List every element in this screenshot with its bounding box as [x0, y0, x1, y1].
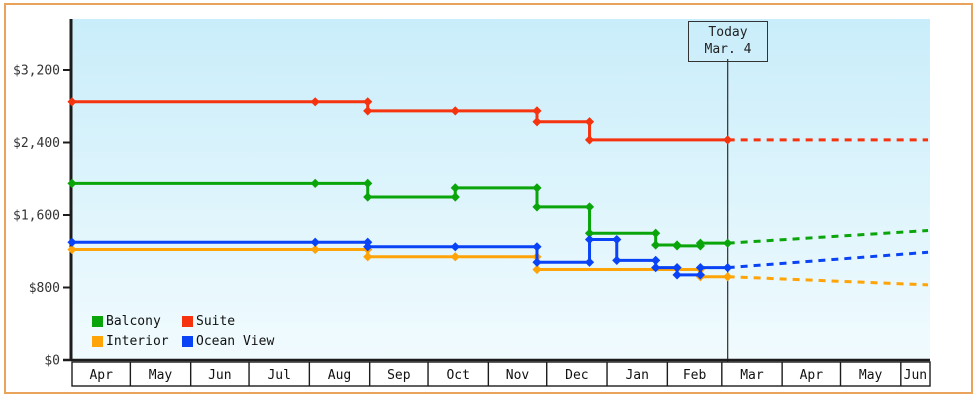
data-point-marker-suite [532, 117, 542, 127]
month-label: Dec [565, 368, 588, 383]
month-label: Sep [387, 368, 411, 383]
data-point-marker-ocean-view [532, 242, 542, 252]
legend-item-suite: Suite [182, 313, 274, 330]
data-point-marker-interior [723, 272, 733, 282]
y-axis-tick-label: $800 [29, 281, 60, 296]
data-point-marker-suite [723, 135, 733, 145]
legend-label-interior: Interior [106, 334, 169, 349]
month-label: Jan [625, 368, 648, 383]
data-point-marker-balcony [584, 202, 595, 212]
legend-item-balcony: Balcony [92, 313, 182, 330]
data-point-marker-ocean-view [584, 257, 595, 267]
data-point-marker-balcony [363, 192, 373, 202]
month-label: Feb [683, 368, 707, 383]
data-point-marker-balcony [363, 178, 373, 188]
data-point-marker-balcony [532, 183, 542, 193]
data-point-marker-balcony [584, 228, 595, 238]
data-point-marker-balcony [450, 183, 460, 193]
legend-item-ocean-view: Ocean View [182, 333, 274, 350]
month-label: Aug [328, 368, 351, 383]
data-point-marker-ocean-view [651, 255, 661, 266]
interior-color-chip-icon [92, 336, 103, 347]
plot-background [72, 19, 930, 360]
data-point-marker-ocean-view [363, 242, 373, 252]
month-label: Oct [446, 368, 469, 383]
data-point-marker-interior [532, 264, 542, 275]
data-point-marker-ocean-view [532, 257, 542, 267]
legend-label-ocean-view: Ocean View [196, 334, 275, 349]
today-annotation-date: Mar. 4 [704, 42, 752, 57]
data-point-marker-ocean-view [67, 237, 77, 247]
data-point-marker-suite [310, 97, 320, 107]
legend-item-interior: Interior [92, 333, 182, 350]
data-point-marker-ocean-view [723, 263, 733, 273]
data-point-marker-balcony [310, 178, 320, 188]
data-point-marker-suite [363, 106, 373, 116]
today-annotation-title: Today [708, 25, 748, 40]
data-point-marker-suite [532, 106, 542, 116]
data-point-marker-interior [67, 244, 77, 255]
data-point-marker-suite [450, 106, 460, 116]
data-point-marker-ocean-view [310, 237, 320, 247]
month-label: May [149, 368, 173, 383]
legend-label-suite: Suite [196, 314, 236, 329]
series-line-suite [72, 100, 728, 142]
y-axis-tick-label: $3,200 [13, 64, 60, 79]
month-label: Mar [740, 368, 764, 383]
data-point-marker-balcony [695, 238, 706, 248]
chart-legend: Balcony Suite Interior Ocean View [92, 313, 274, 350]
data-point-marker-ocean-view [695, 263, 706, 273]
data-point-marker-interior [363, 252, 373, 262]
y-axis-tick-label: $0 [44, 354, 60, 369]
month-label: Jun [208, 368, 231, 383]
data-point-marker-interior [310, 244, 320, 255]
data-point-marker-interior [450, 252, 460, 262]
data-point-marker-balcony [450, 192, 460, 202]
month-strip [71, 361, 931, 387]
data-point-marker-ocean-view [695, 270, 706, 280]
data-point-marker-balcony [67, 178, 77, 188]
data-point-marker-balcony [672, 241, 682, 251]
data-point-marker-suite [584, 135, 595, 145]
data-point-marker-ocean-view [672, 263, 682, 273]
data-point-marker-balcony [723, 238, 733, 248]
month-label: May [859, 368, 883, 383]
month-label: Apr [89, 368, 113, 383]
month-label: Nov [506, 368, 530, 383]
balcony-color-chip-icon [92, 316, 103, 327]
data-point-marker-suite [363, 97, 373, 107]
data-point-marker-ocean-view [651, 263, 661, 273]
data-point-marker-suite [584, 117, 595, 127]
data-point-marker-balcony [532, 202, 542, 212]
y-axis-tick-label: $1,600 [13, 209, 60, 224]
data-point-marker-ocean-view [672, 270, 682, 280]
legend-label-balcony: Balcony [106, 314, 161, 329]
ocean-view-color-chip-icon [182, 336, 193, 347]
y-axis-tick-label: $2,400 [13, 136, 60, 151]
data-point-marker-balcony [651, 240, 661, 250]
data-point-marker-ocean-view [612, 255, 622, 266]
data-point-marker-balcony [651, 228, 661, 238]
data-point-marker-ocean-view [584, 234, 595, 245]
today-annotation-box: Today Mar. 4 [688, 21, 768, 62]
data-point-marker-ocean-view [612, 234, 622, 245]
month-label: Jun [904, 368, 927, 383]
suite-color-chip-icon [182, 316, 193, 327]
data-point-marker-suite [67, 97, 77, 107]
month-label: Jul [267, 368, 290, 383]
data-point-marker-ocean-view [450, 242, 460, 252]
month-label: Apr [800, 368, 824, 383]
